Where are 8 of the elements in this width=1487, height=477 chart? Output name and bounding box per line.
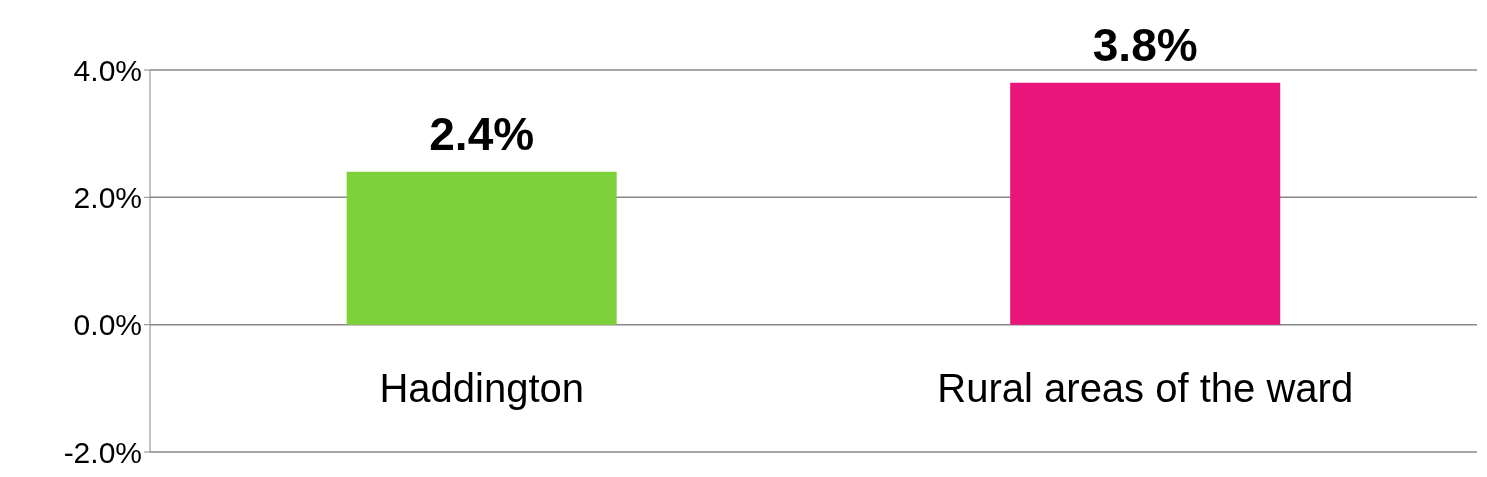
data-label: 3.8% <box>1092 18 1198 71</box>
data-label: 2.4% <box>429 107 535 160</box>
y-tick-label: 2.0% <box>73 180 142 214</box>
x-tick-label: Haddington <box>379 366 585 410</box>
y-tick-label: 0.0% <box>73 308 142 342</box>
x-tick-label: Rural areas of the ward <box>937 366 1354 410</box>
y-tick-label: -2.0% <box>63 435 142 469</box>
y-tick-label: 4.0% <box>73 53 142 87</box>
